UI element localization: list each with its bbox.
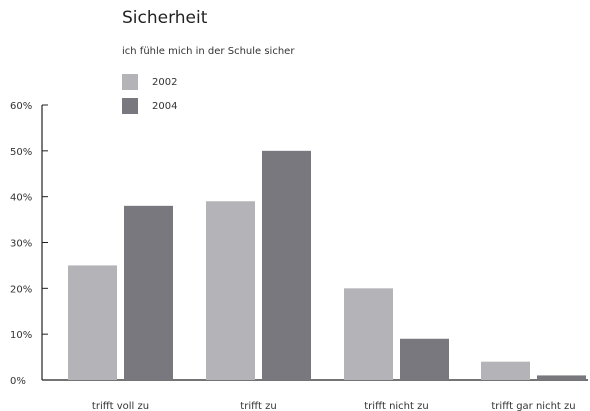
bar-2004-3 [537,375,586,380]
bar-2002-3 [481,361,530,380]
y-tick-label: 60% [10,101,32,112]
legend-label-2004: 2004 [152,100,178,112]
y-tick-label: 10% [10,330,32,341]
legend-swatch-2002 [122,74,138,90]
x-tick-label: trifft gar nicht zu [491,401,575,411]
x-tick-label: trifft zu [240,401,276,411]
bar-2002-2 [344,288,393,380]
legend-label-2002: 2002 [152,76,178,88]
x-tick-label: trifft nicht zu [364,401,428,411]
chart-title: Sicherheit [122,8,208,28]
y-tick-label: 0% [10,376,26,387]
legend-swatch-2004 [122,98,138,114]
bar-2002-1 [206,201,255,380]
legend-item-2002: 2002 [122,70,177,94]
bar-2004-0 [124,205,173,380]
y-tick-label: 50% [10,147,32,158]
y-tick-label: 30% [10,239,32,250]
y-tick-label: 20% [10,284,32,295]
legend: 2002 2004 [122,70,177,118]
y-tick-label: 40% [10,193,32,204]
x-tick-label: trifft voll zu [92,401,149,411]
legend-item-2004: 2004 [122,94,177,118]
bar-2002-0 [68,265,117,380]
bar-2004-1 [262,150,311,380]
bar-2004-2 [400,338,449,380]
chart-subtitle: ich fühle mich in der Schule sicher [122,46,295,57]
